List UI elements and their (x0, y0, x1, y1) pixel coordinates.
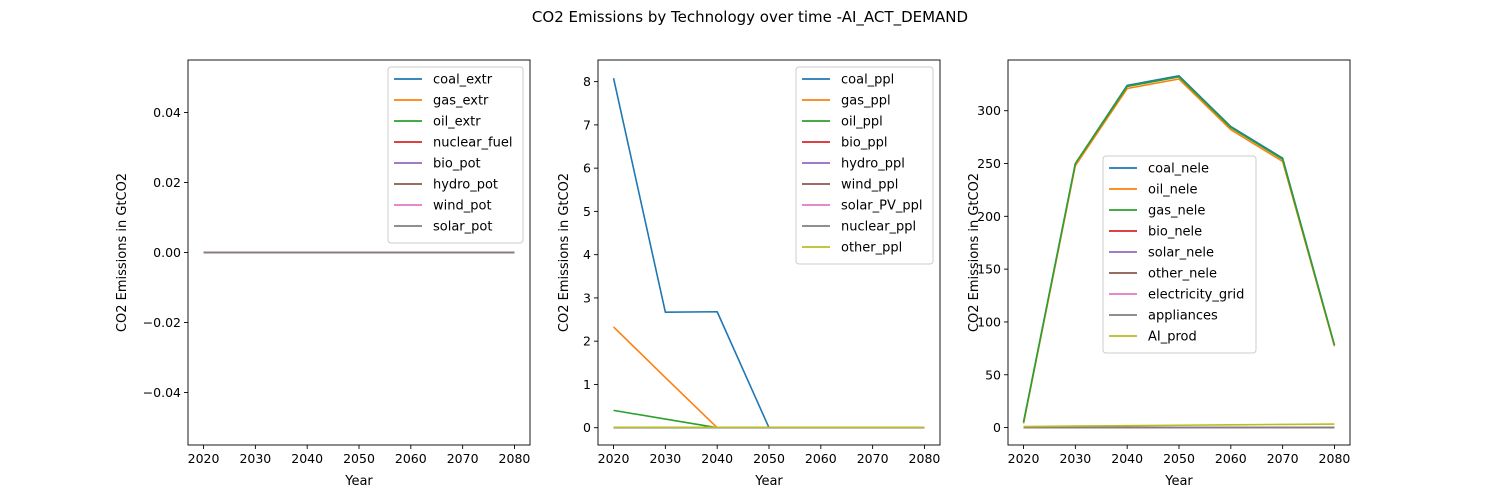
y-axis-label: CO2 Emissions in GtCO2 (967, 173, 982, 332)
x-tick-label: 2030 (239, 451, 271, 466)
legend-label: solar_pot (433, 220, 492, 235)
y-tick-label: 100 (977, 314, 1001, 329)
x-tick-label: 2060 (395, 451, 427, 466)
y-tick-label: 4 (583, 247, 591, 262)
legend-label: hydro_pot (433, 178, 498, 193)
x-tick-label: 2040 (701, 451, 733, 466)
y-tick-label: 0.04 (153, 105, 181, 120)
y-axis-label: CO2 Emissions in GtCO2 (557, 173, 572, 332)
legend-label: gas_nele (1148, 204, 1205, 219)
legend-label: solar_PV_ppl (841, 199, 923, 214)
x-tick-label: 2020 (1008, 451, 1040, 466)
legend: coal_extr gas_extr oil_extr nuclear_fuelbio… (387, 66, 524, 244)
legend-label: bio_ppl (841, 136, 887, 151)
y-axis-label: CO2 Emissions in GtCO2 (115, 173, 130, 332)
subplot-power-plants: 2020 2030 2040 2050 2060 2070 2080 0 1 2 3 4 5 6 7 8 Yea… (557, 59, 941, 489)
legend-label: AI_prod (1148, 330, 1197, 345)
x-tick-label: 2080 (1319, 451, 1351, 466)
legend-label: coal_ppl (841, 73, 894, 88)
legend-label: oil_extr (433, 115, 481, 130)
y-tick-label: −0.04 (143, 385, 181, 400)
y-tick-label: 0 (993, 420, 1001, 435)
x-axis-label: Year (1164, 474, 1193, 489)
y-tick-label: 200 (977, 209, 1001, 224)
legend-label: coal_nele (1148, 162, 1209, 177)
y-tick-label: 5 (583, 204, 591, 219)
legend-label: other_ppl (841, 241, 902, 256)
x-tick-label: 2030 (649, 451, 681, 466)
y-tick-label: 150 (977, 262, 1001, 277)
legend-label: electricity_grid (1148, 288, 1244, 303)
x-tick-label: 2020 (188, 451, 220, 466)
x-tick-label: 2040 (291, 451, 323, 466)
legend-label: appliances (1148, 309, 1218, 324)
x-tick-label: 2020 (598, 451, 630, 466)
x-tick-label: 2050 (1163, 451, 1195, 466)
subplot-extraction: 2020 2030 2040 2050 2060 2070 2080 −0.04 −0.02 0.… (115, 59, 531, 489)
x-tick-label: 2080 (909, 451, 941, 466)
x-tick-label: 2040 (1111, 451, 1143, 466)
y-tick-label: 50 (985, 367, 1001, 382)
y-tick-label: 2 (583, 334, 591, 349)
x-tick-label: 2070 (447, 451, 479, 466)
legend-box (795, 66, 934, 265)
series-line-oil_ppl (613, 409, 925, 429)
legend-box (387, 66, 524, 244)
x-tick-label: 2030 (1059, 451, 1091, 466)
legend-label: bio_nele (1148, 225, 1202, 240)
x-tick-label: 2050 (343, 451, 375, 466)
legend-label: nuclear_fuel (433, 136, 512, 151)
y-tick-label: −0.02 (143, 315, 181, 330)
y-tick-label: 250 (977, 156, 1001, 171)
legend-label: coal_extr (433, 73, 493, 88)
y-tick-label: 0.02 (153, 175, 181, 190)
legend: coal_nele oil_nele gas_nele bio_nele solar_n… (1102, 155, 1257, 354)
legend-label: gas_ppl (841, 94, 891, 109)
x-axis-label: Year (344, 474, 373, 489)
x-tick-label: 2070 (857, 451, 889, 466)
x-tick-label: 2080 (499, 451, 531, 466)
x-tick-label: 2060 (1215, 451, 1247, 466)
legend-label: nuclear_ppl (841, 220, 916, 235)
legend-label: oil_nele (1148, 183, 1198, 198)
y-tick-label: 1 (583, 377, 591, 392)
legend-label: oil_ppl (841, 115, 883, 130)
x-tick-label: 2050 (753, 451, 785, 466)
x-axis-label: Year (754, 474, 783, 489)
x-tick-label: 2060 (805, 451, 837, 466)
y-tick-label: 6 (583, 161, 591, 176)
figure-title: CO2 Emissions by Technology over time -A… (532, 8, 968, 27)
y-tick-label: 8 (583, 74, 591, 89)
y-tick-label: 3 (583, 290, 591, 305)
y-tick-label: 0 (583, 420, 591, 435)
legend-label: wind_pot (433, 199, 492, 214)
y-tick-label: 300 (977, 103, 1001, 118)
legend-label: solar_nele (1148, 246, 1214, 261)
series-line-gas_nele (1022, 76, 1336, 423)
y-tick-label: 7 (583, 117, 591, 132)
legend-label: wind_ppl (841, 178, 898, 193)
legend-label: hydro_ppl (841, 157, 905, 172)
legend-box (1102, 155, 1257, 354)
x-tick-label: 2070 (1267, 451, 1299, 466)
series-line-AI_prod (1023, 423, 1335, 428)
y-tick-label: 0.00 (153, 245, 181, 260)
legend-label: gas_extr (433, 94, 489, 109)
legend-label: other_nele (1148, 267, 1217, 282)
subplot-non-electric: 2020 2030 2040 2050 2060 2070 2080 0 50 100 150 200… (967, 59, 1351, 489)
series-line-gas_ppl (612, 326, 925, 429)
legend: coal_ppl gas_ppl oil_ppl bio_ppl hydro_pplwi… (795, 66, 934, 265)
legend-label: bio_pot (433, 157, 481, 172)
